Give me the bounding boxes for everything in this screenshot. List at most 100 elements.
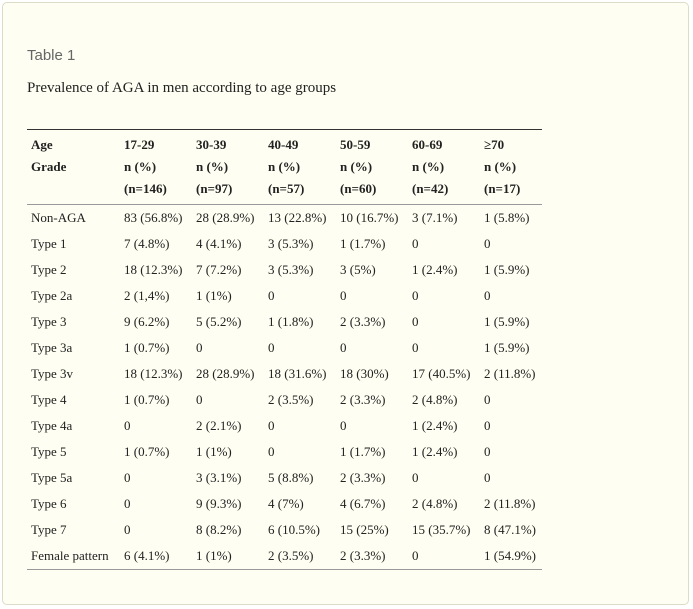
cell: 10 (16.7%) — [340, 210, 399, 225]
table-body: Non-AGA 83 (56.8%) 28 (28.9%) 13 (22.8%) 10 … — [27, 205, 542, 570]
header-line: (n=97) — [196, 181, 233, 196]
cell: 0 — [124, 418, 131, 433]
row-label: Type 4 — [31, 392, 67, 407]
table-row: Type 2a 2 (1,4%) 1 (1%) 0 0 0 0 — [27, 283, 542, 309]
cell: 18 (30%) — [340, 366, 389, 381]
cell: 1 (54.9%) — [484, 548, 536, 563]
cell: 3 (5.3%) — [268, 236, 314, 251]
table-row: Type 5 1 (0.7%) 1 (1%) 0 1 (1.7%) 1 (2.4%) 0 — [27, 439, 542, 465]
cell: 0 — [412, 288, 419, 303]
cell: 0 — [484, 288, 491, 303]
table-row: Female pattern 6 (4.1%) 1 (1%) 2 (3.5%) 2 (3… — [27, 543, 542, 570]
header-line: n (%) — [340, 159, 373, 174]
cell: 1 (1%) — [196, 444, 232, 459]
header-line: (n=42) — [412, 181, 449, 196]
header-line: n (%) — [124, 159, 157, 174]
table-row: Type 1 7 (4.8%) 4 (4.1%) 3 (5.3%) 1 (1.7%) 0 0 — [27, 231, 542, 257]
cell: 1 (2.4%) — [412, 444, 458, 459]
cell: 2 (4.8%) — [412, 392, 458, 407]
cell: 0 — [412, 314, 419, 329]
column-header: 40-49 n (%) (n=57) — [264, 130, 336, 205]
cell: 1 (2.4%) — [412, 418, 458, 433]
cell: 8 (47.1%) — [484, 522, 536, 537]
cell: 6 (4.1%) — [124, 548, 170, 563]
row-label: Type 5 — [31, 444, 67, 459]
cell: 2 (11.8%) — [484, 496, 536, 511]
cell: 4 (6.7%) — [340, 496, 386, 511]
cell: 7 (4.8%) — [124, 236, 170, 251]
table-row: Type 4a 0 2 (2.1%) 0 0 1 (2.4%) 0 — [27, 413, 542, 439]
row-label: Non-AGA — [31, 210, 86, 225]
header-line: n (%) — [196, 159, 229, 174]
cell: 0 — [412, 340, 419, 355]
column-header: 60-69 n (%) (n=42) — [408, 130, 480, 205]
cell: 1 (1.7%) — [340, 236, 386, 251]
row-label: Type 1 — [31, 236, 67, 251]
cell: 28 (28.9%) — [196, 366, 255, 381]
cell: 0 — [196, 392, 203, 407]
cell: 2 (11.8%) — [484, 366, 536, 381]
cell: 8 (8.2%) — [196, 522, 242, 537]
header-line: 17-29 — [124, 137, 155, 152]
cell: 0 — [484, 470, 491, 485]
cell: 2 (3.5%) — [268, 392, 314, 407]
cell: 18 (12.3%) — [124, 262, 183, 277]
cell: 0 — [484, 444, 491, 459]
row-label: Type 5a — [31, 470, 73, 485]
cell: 5 (5.2%) — [196, 314, 242, 329]
cell: 3 (7.1%) — [412, 210, 458, 225]
cell: 0 — [412, 236, 419, 251]
table-row: Type 3v 18 (12.3%) 28 (28.9%) 18 (31.6%) 18 … — [27, 361, 542, 387]
row-label: Type 3 — [31, 314, 67, 329]
cell: 4 (4.1%) — [196, 236, 242, 251]
cell: 2 (3.3%) — [340, 470, 386, 485]
table-row: Type 7 0 8 (8.2%) 6 (10.5%) 15 (25%) 15 (35.7… — [27, 517, 542, 543]
row-label: Female pattern — [31, 548, 109, 563]
cell: 0 — [124, 522, 131, 537]
cell: 1 (5.9%) — [484, 340, 530, 355]
cell: 0 — [340, 340, 347, 355]
cell: 7 (7.2%) — [196, 262, 242, 277]
cell: 4 (7%) — [268, 496, 304, 511]
cell: 9 (6.2%) — [124, 314, 170, 329]
header-line: n (%) — [412, 159, 445, 174]
cell: 0 — [340, 288, 347, 303]
cell: 0 — [340, 418, 347, 433]
header-line: n (%) — [268, 159, 301, 174]
cell: 1 (0.7%) — [124, 392, 170, 407]
row-label: Type 7 — [31, 522, 67, 537]
cell: 0 — [412, 548, 419, 563]
header-line: (n=57) — [268, 181, 305, 196]
cell: 15 (25%) — [340, 522, 389, 537]
cell: 0 — [484, 236, 491, 251]
row-label: Type 2 — [31, 262, 67, 277]
cell: 0 — [268, 444, 275, 459]
table-row: Type 4 1 (0.7%) 0 2 (3.5%) 2 (3.3%) 2 (4.8%) 0 — [27, 387, 542, 413]
cell: 18 (12.3%) — [124, 366, 183, 381]
table-row: Type 3 9 (6.2%) 5 (5.2%) 1 (1.8%) 2 (3.3%) 0 1… — [27, 309, 542, 335]
cell: 2 (3.5%) — [268, 548, 314, 563]
header-line: 40-49 — [268, 137, 299, 152]
cell: 9 (9.3%) — [196, 496, 242, 511]
table-row: Type 2 18 (12.3%) 7 (7.2%) 3 (5.3%) 3 (5%) 1 … — [27, 257, 542, 283]
cell: 1 (0.7%) — [124, 340, 170, 355]
cell: 15 (35.7%) — [412, 522, 471, 537]
cell: 13 (22.8%) — [268, 210, 327, 225]
column-header: 50-59 n (%) (n=60) — [336, 130, 408, 205]
row-label: Type 3v — [31, 366, 74, 381]
cell: 0 — [196, 340, 203, 355]
cell: 2 (3.3%) — [340, 392, 386, 407]
cell: 1 (5.8%) — [484, 210, 530, 225]
row-label: Type 6 — [31, 496, 67, 511]
cell: 1 (0.7%) — [124, 444, 170, 459]
header-line: 60-69 — [412, 137, 443, 152]
cell: 1 (1%) — [196, 288, 232, 303]
header-line: (n=17) — [484, 181, 521, 196]
cell: 6 (10.5%) — [268, 522, 320, 537]
cell: 0 — [268, 418, 275, 433]
cell: 2 (2.1%) — [196, 418, 242, 433]
header-line: n (%) — [484, 159, 517, 174]
column-header: 17-29 n (%) (n=146) — [120, 130, 192, 205]
cell: 0 — [124, 470, 131, 485]
